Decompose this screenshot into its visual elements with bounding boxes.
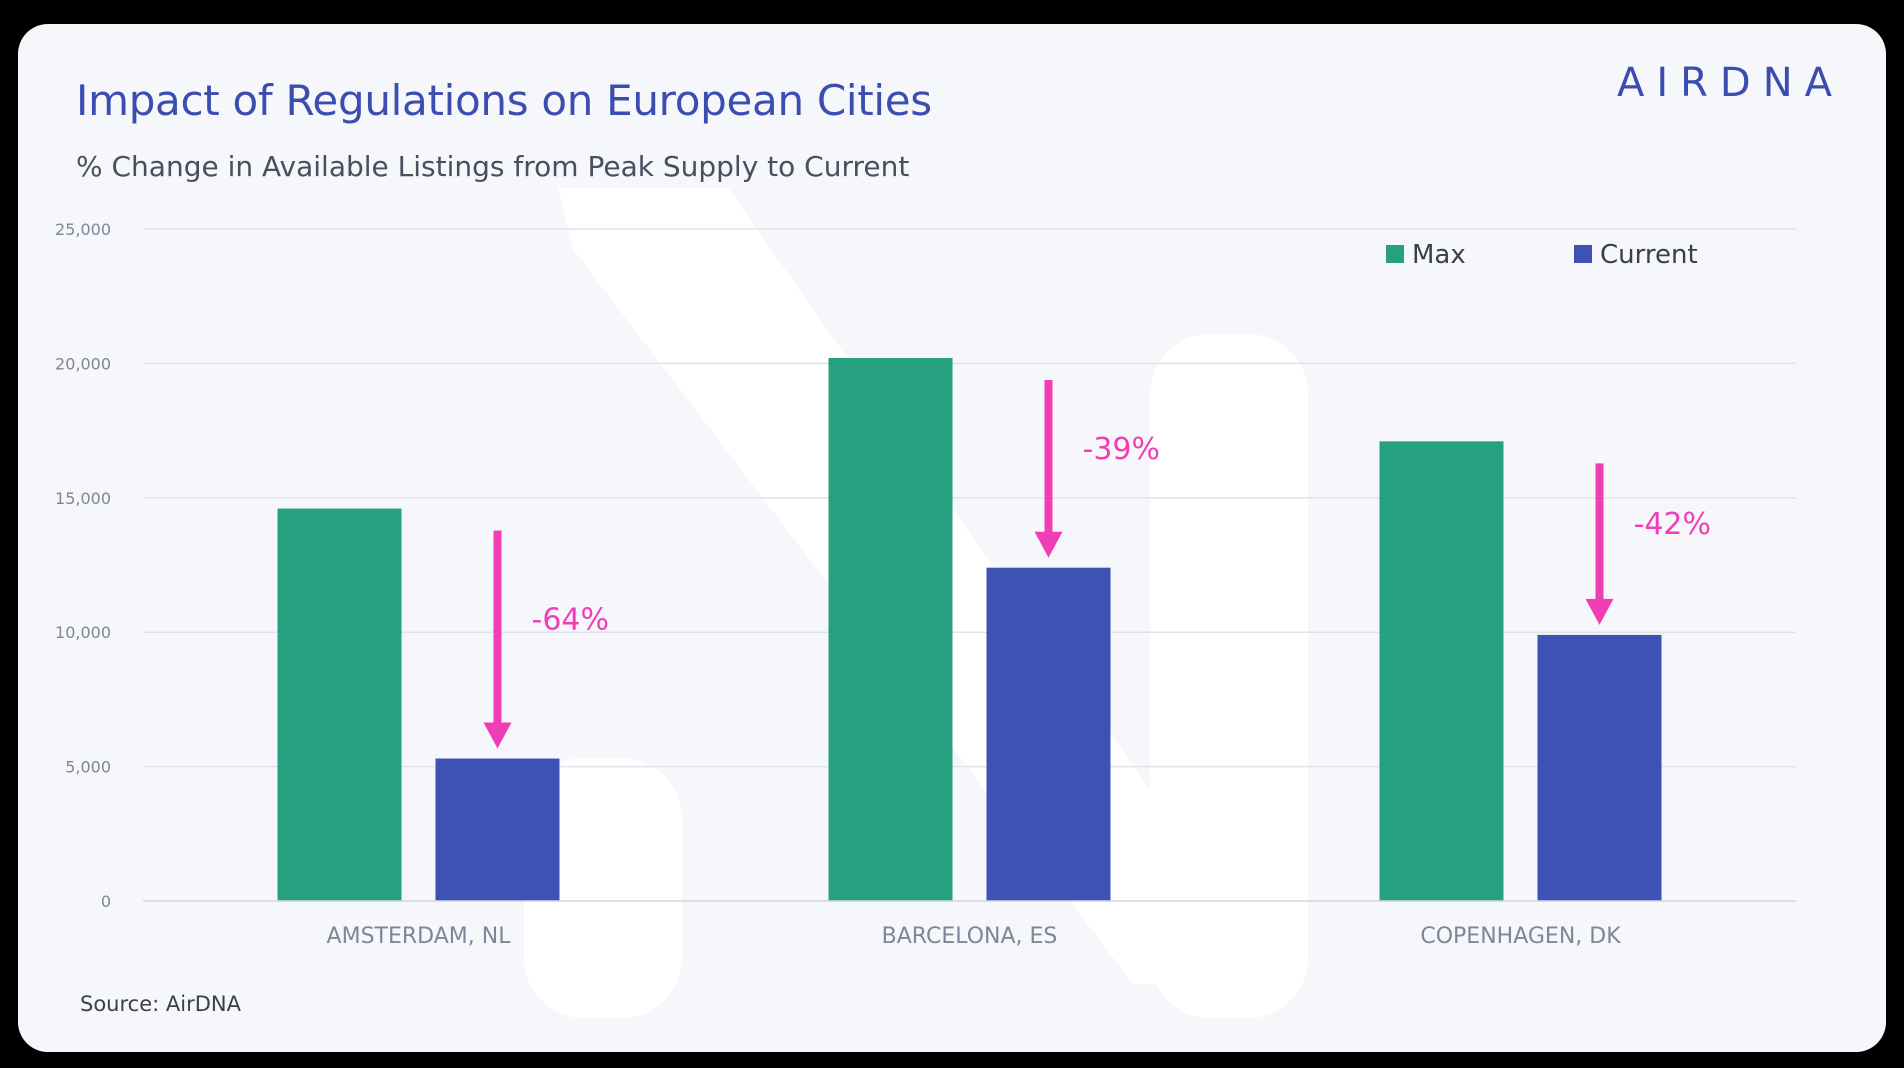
bar-chart: 0 5,000 10,000 15,000 20,000 25,000 AMSTERDAM,… xyxy=(55,220,1796,949)
x-tick-label: AMSTERDAM, NL xyxy=(327,924,512,949)
bar-max xyxy=(828,358,953,901)
chart-title: Impact of Regulations on European Cities xyxy=(76,76,932,125)
change-label: -39% xyxy=(1083,432,1161,467)
bar-current xyxy=(1537,634,1662,901)
chart-card: Impact of Regulations on European Cities… xyxy=(18,24,1886,1052)
change-arrow-head xyxy=(1585,598,1614,625)
change-arrow-head xyxy=(1034,531,1063,558)
x-tick-label: BARCELONA, ES xyxy=(882,924,1058,949)
change-label: -64% xyxy=(532,603,610,638)
chart-subtitle: % Change in Available Listings from Peak… xyxy=(76,150,910,183)
y-tick-label: 5,000 xyxy=(65,758,111,777)
y-tick-label: 0 xyxy=(101,892,111,911)
legend-label: Max xyxy=(1412,240,1466,270)
airdna-logo: AIRDNA xyxy=(1616,60,1844,106)
y-tick-label: 25,000 xyxy=(55,220,111,239)
change-arrow-head xyxy=(483,722,512,749)
x-tick-label: COPENHAGEN, DK xyxy=(1420,924,1621,949)
y-tick-label: 20,000 xyxy=(55,354,111,373)
y-tick-label: 15,000 xyxy=(55,489,111,508)
change-label: -42% xyxy=(1634,507,1712,542)
source-note: Source: AirDNA xyxy=(80,992,241,1016)
bar-current xyxy=(435,758,560,901)
legend-swatch xyxy=(1386,245,1404,263)
bar-current xyxy=(986,567,1111,901)
bar-max xyxy=(1379,441,1504,901)
legend-label: Current xyxy=(1600,240,1698,270)
legend-swatch xyxy=(1574,245,1592,263)
y-tick-label: 10,000 xyxy=(55,623,111,642)
bar-max xyxy=(277,508,402,901)
